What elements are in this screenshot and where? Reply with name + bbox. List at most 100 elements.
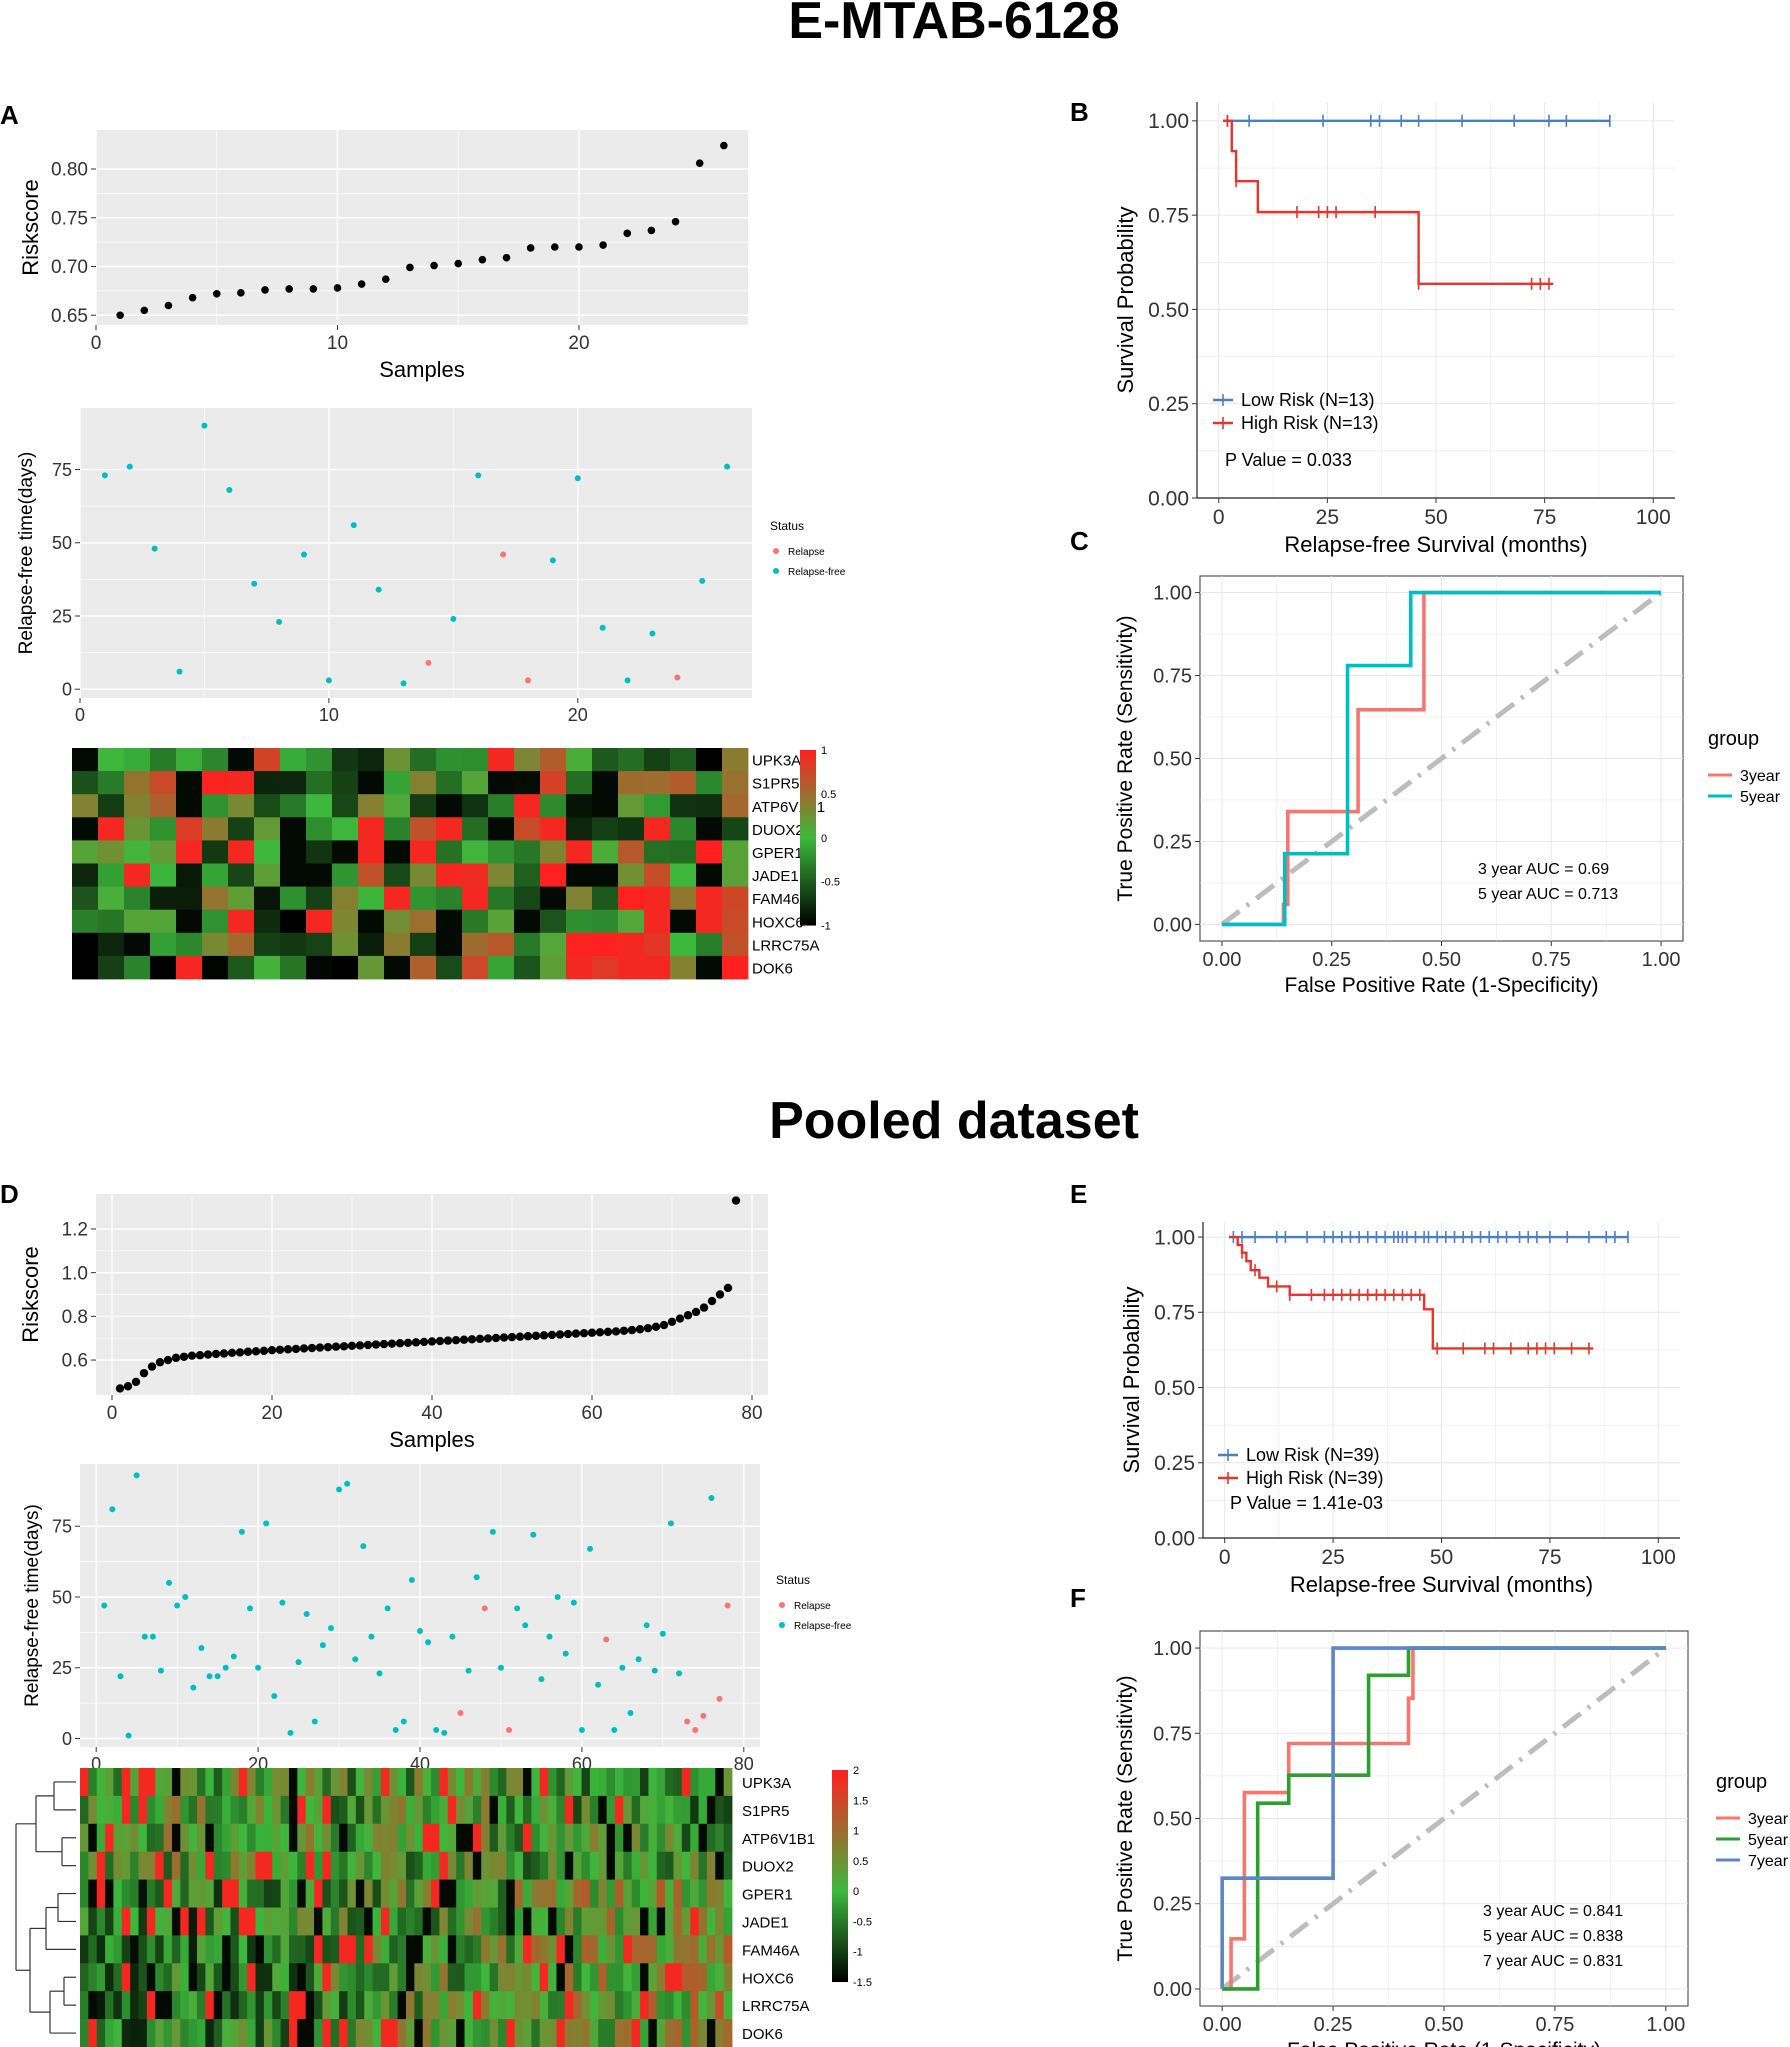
heatmap-cell <box>364 1768 373 1797</box>
heatmap-cell <box>397 1879 407 1908</box>
heatmap-cell <box>690 1795 699 1825</box>
heatmap-cell <box>306 863 333 887</box>
heatmap-cell <box>130 1991 139 2020</box>
heatmap-cell <box>497 1907 507 1936</box>
heatmap-cell <box>330 1851 340 1880</box>
heatmap-cell <box>631 1795 641 1825</box>
riskscore-point <box>195 1351 205 1360</box>
riskscore-point <box>355 1341 365 1350</box>
heatmap-cell <box>280 909 307 934</box>
heatmap-cell <box>230 1907 240 1936</box>
riskscore-point <box>675 1314 685 1323</box>
relapse-free-point <box>319 1642 326 1649</box>
riskscore-point <box>123 1382 133 1391</box>
heatmap-cell <box>98 840 125 864</box>
heatmap-cell <box>180 1823 190 1853</box>
panel-letter-f: F <box>1070 1583 1086 1613</box>
heatmap-cell <box>592 840 619 864</box>
heatmap-cell <box>573 1795 582 1825</box>
color-scale-bar <box>832 1770 848 1983</box>
heatmap-cell <box>631 1823 641 1853</box>
heatmap-cell <box>406 1851 415 1880</box>
riskscore-point <box>379 1339 389 1349</box>
heatmap-cell <box>171 1935 181 1964</box>
heatmap-cell <box>347 1935 357 1964</box>
x-tick-label: 0 <box>91 333 102 354</box>
heatmap-cell <box>202 886 229 911</box>
relapse-free-point <box>141 1633 148 1640</box>
riskscore-point <box>403 1338 413 1347</box>
heatmap-cell <box>696 840 723 864</box>
heatmap-cell <box>213 1963 223 1992</box>
riskscore-point <box>451 1335 461 1345</box>
heatmap-cell <box>330 1795 340 1825</box>
heatmap-cell <box>254 840 281 864</box>
heatmap-cell <box>72 886 99 911</box>
heatmap-cell <box>690 1907 699 1936</box>
heatmap-cell <box>489 1991 499 2020</box>
heatmap-cell <box>222 1851 231 1880</box>
heatmap-cell <box>436 794 463 818</box>
x-tick-label: 0 <box>91 1754 101 1774</box>
heatmap-cell <box>481 1935 490 1964</box>
heatmap-cell <box>255 1991 265 2020</box>
heatmap-cell <box>297 1851 307 1880</box>
relapse-free-point <box>368 1633 375 1640</box>
panel-b-survival-plot: 0 25 50 75 100 0.00 0.25 0.50 0.75 1.00 Relapse-fr… <box>1113 102 1675 557</box>
heatmap-cell <box>618 955 645 980</box>
heatmap-cell <box>297 1795 307 1825</box>
heatmap-cell <box>347 1907 357 1936</box>
heatmap-cell <box>322 1795 332 1825</box>
heatmap-cell <box>314 1991 323 2020</box>
color-scale-label: 1.5 <box>853 1795 868 1807</box>
legend-key <box>779 1622 785 1628</box>
heatmap-cell <box>406 1768 415 1797</box>
heatmap-cell <box>514 1851 524 1880</box>
roc-curve <box>1222 1646 1666 1991</box>
heatmap-cell <box>631 1879 641 1908</box>
relapse-point <box>481 1605 488 1612</box>
relapse-free-point <box>176 668 183 675</box>
panel-letter-e: E <box>1070 1179 1087 1209</box>
riskscore-point <box>140 306 149 315</box>
x-tick-label: 0.00 <box>1203 2014 1242 2036</box>
relapse-free-point <box>230 1653 237 1660</box>
heatmap-cell <box>138 1768 148 1797</box>
riskscore-point <box>547 1330 557 1340</box>
relapse-free-point <box>522 1622 529 1629</box>
heatmap-cell <box>314 1907 323 1936</box>
heatmap-cell <box>656 1879 666 1908</box>
heatmap-cell <box>462 955 489 980</box>
heatmap-cell <box>180 1851 190 1880</box>
heatmap-cell <box>414 1963 424 1992</box>
heatmap-cell <box>98 955 125 980</box>
heatmap-cell <box>456 1991 465 2020</box>
heatmap-cell <box>176 794 203 818</box>
heatmap-cell <box>488 794 515 818</box>
y-tick-label: 0 <box>62 680 72 700</box>
heatmap-cell <box>202 840 229 864</box>
heatmap-cell <box>464 1823 474 1853</box>
heatmap-cell <box>410 771 437 795</box>
heatmap-cell <box>514 863 541 887</box>
heatmap-cell <box>347 1991 357 2020</box>
heatmap-cell <box>121 1795 131 1825</box>
heatmap-cell <box>228 794 255 818</box>
heatmap-cell <box>213 1935 223 1964</box>
heatmap-cell <box>715 1963 725 1992</box>
heatmap-cell <box>414 1935 424 1964</box>
relapse-free-point <box>344 1480 351 1487</box>
heatmap-cell <box>506 1935 516 1964</box>
heatmap-cell <box>247 1907 256 1936</box>
heatmap-cell <box>255 1879 265 1908</box>
heatmap-cell <box>372 1935 382 1964</box>
heatmap-cell <box>121 2019 131 2047</box>
heatmap-cell <box>564 1935 574 1964</box>
heatmap-cell <box>280 1851 290 1880</box>
riskscore-point <box>454 259 463 268</box>
heatmap-cell <box>306 771 333 795</box>
heatmap-cell <box>422 1768 432 1797</box>
heatmap-cell <box>80 2019 89 2047</box>
heatmap-cell <box>506 1991 516 2020</box>
riskscore-point <box>475 1334 485 1344</box>
